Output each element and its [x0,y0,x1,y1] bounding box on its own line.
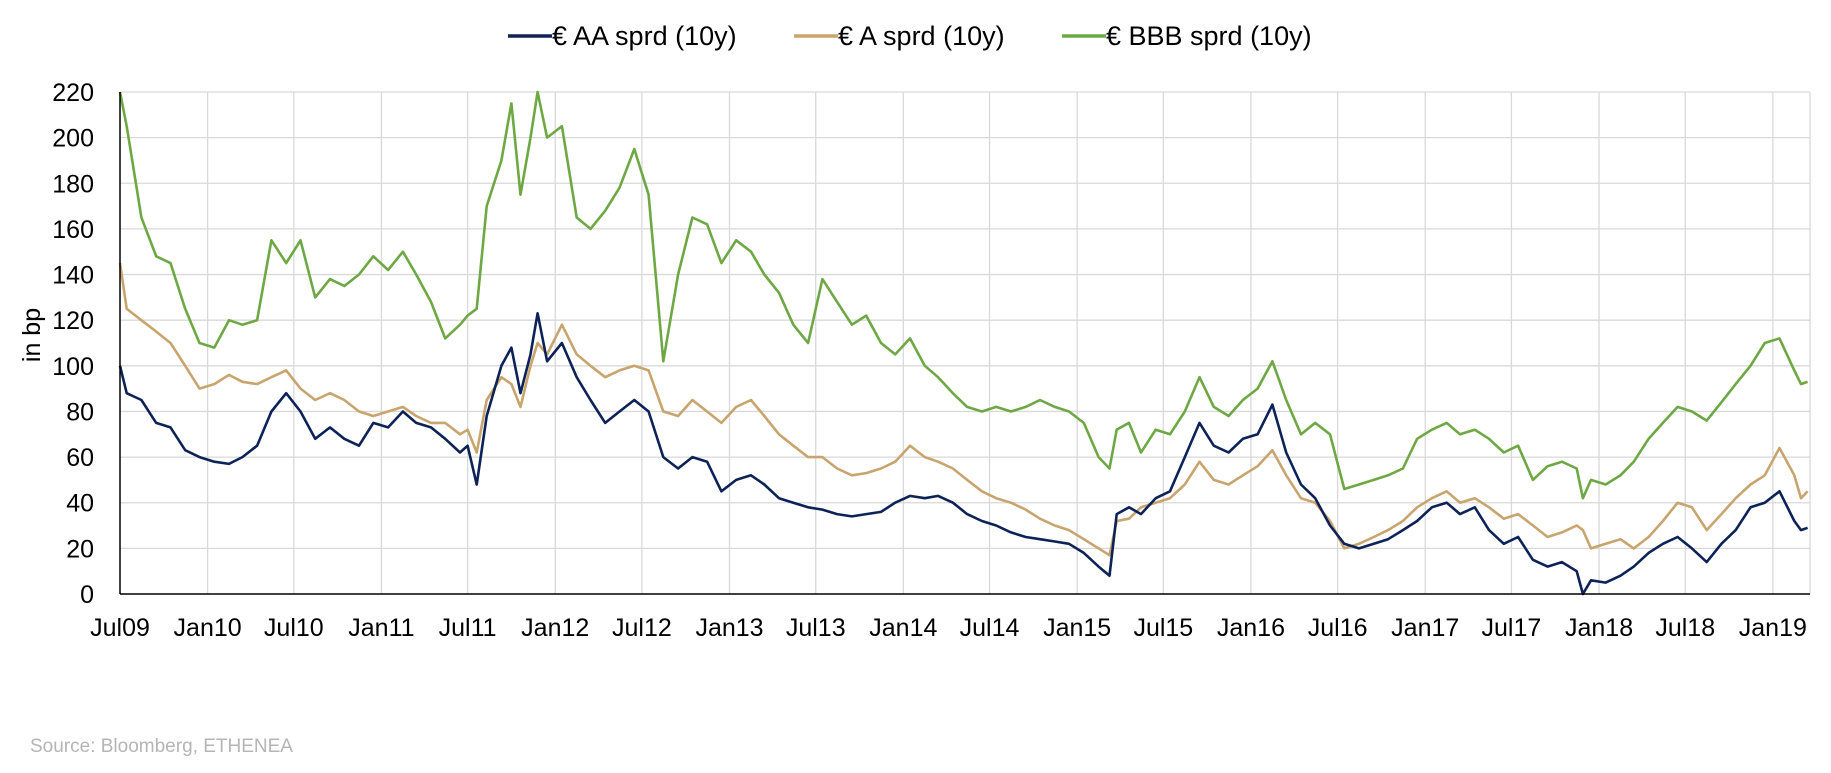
y-tick-label: 100 [52,353,94,381]
y-tick-label: 220 [52,79,94,107]
x-axis: Jul09 Jan10 Jul10 Jan11 Jul11 Jan12 Jul12 Jan13… [90,614,1807,642]
y-tick-label: 40 [66,490,94,518]
x-tick-label: Jan12 [521,614,589,642]
y-tick-label: 160 [52,216,94,244]
legend: € AA sprd (10y) € A sprd (10y) € BBB sprd … [508,21,1312,51]
series-lines [118,90,1809,596]
x-tick-label: Jan13 [695,614,763,642]
y-axis-label: in bp [18,308,46,362]
y-tick-label: 0 [80,581,94,609]
x-tick-label: Jan10 [174,614,242,642]
x-tick-label: Jan11 [348,614,414,642]
grid [120,91,1811,594]
series-line-0 [118,312,1809,596]
x-tick-label: Jul11 [439,614,497,642]
x-tick-label: Jan18 [1565,614,1633,642]
legend-label-1: € A sprd (10y) [838,21,1005,51]
y-tick-label: 180 [52,170,94,198]
x-tick-label: Jan14 [869,614,937,642]
x-tick-label: Jul15 [1133,614,1193,642]
y-tick-label: 80 [66,398,94,426]
x-tick-label: Jan16 [1217,614,1285,642]
x-tick-label: Jul10 [264,614,324,642]
x-tick-label: Jan15 [1043,614,1111,642]
source-note: Source: Bloomberg, ETHENEA [30,736,293,757]
axis-lines [119,92,1810,595]
series-line-2 [118,90,1809,500]
x-tick-label: Jul14 [960,614,1020,642]
y-tick-label: 140 [52,262,94,290]
y-tick-label: 60 [66,444,94,472]
x-tick-label: Jul12 [612,614,672,642]
y-axis: 0 20 40 60 80 100 120 140 160 180 200 220 [52,79,94,609]
x-tick-label: Jul17 [1482,614,1542,642]
x-tick-label: Jul09 [90,614,150,642]
x-tick-label: Jul18 [1655,614,1715,642]
legend-label-0: € AA sprd (10y) [552,21,737,51]
x-tick-label: Jan19 [1739,614,1807,642]
y-tick-label: 120 [52,307,94,335]
series-line-1 [118,262,1809,557]
y-tick-label: 200 [52,125,94,153]
y-tick-label: 20 [66,535,94,563]
x-tick-label: Jul13 [786,614,846,642]
legend-label-2: € BBB sprd (10y) [1106,21,1312,51]
x-tick-label: Jul16 [1308,614,1368,642]
x-tick-label: Jan17 [1391,614,1459,642]
